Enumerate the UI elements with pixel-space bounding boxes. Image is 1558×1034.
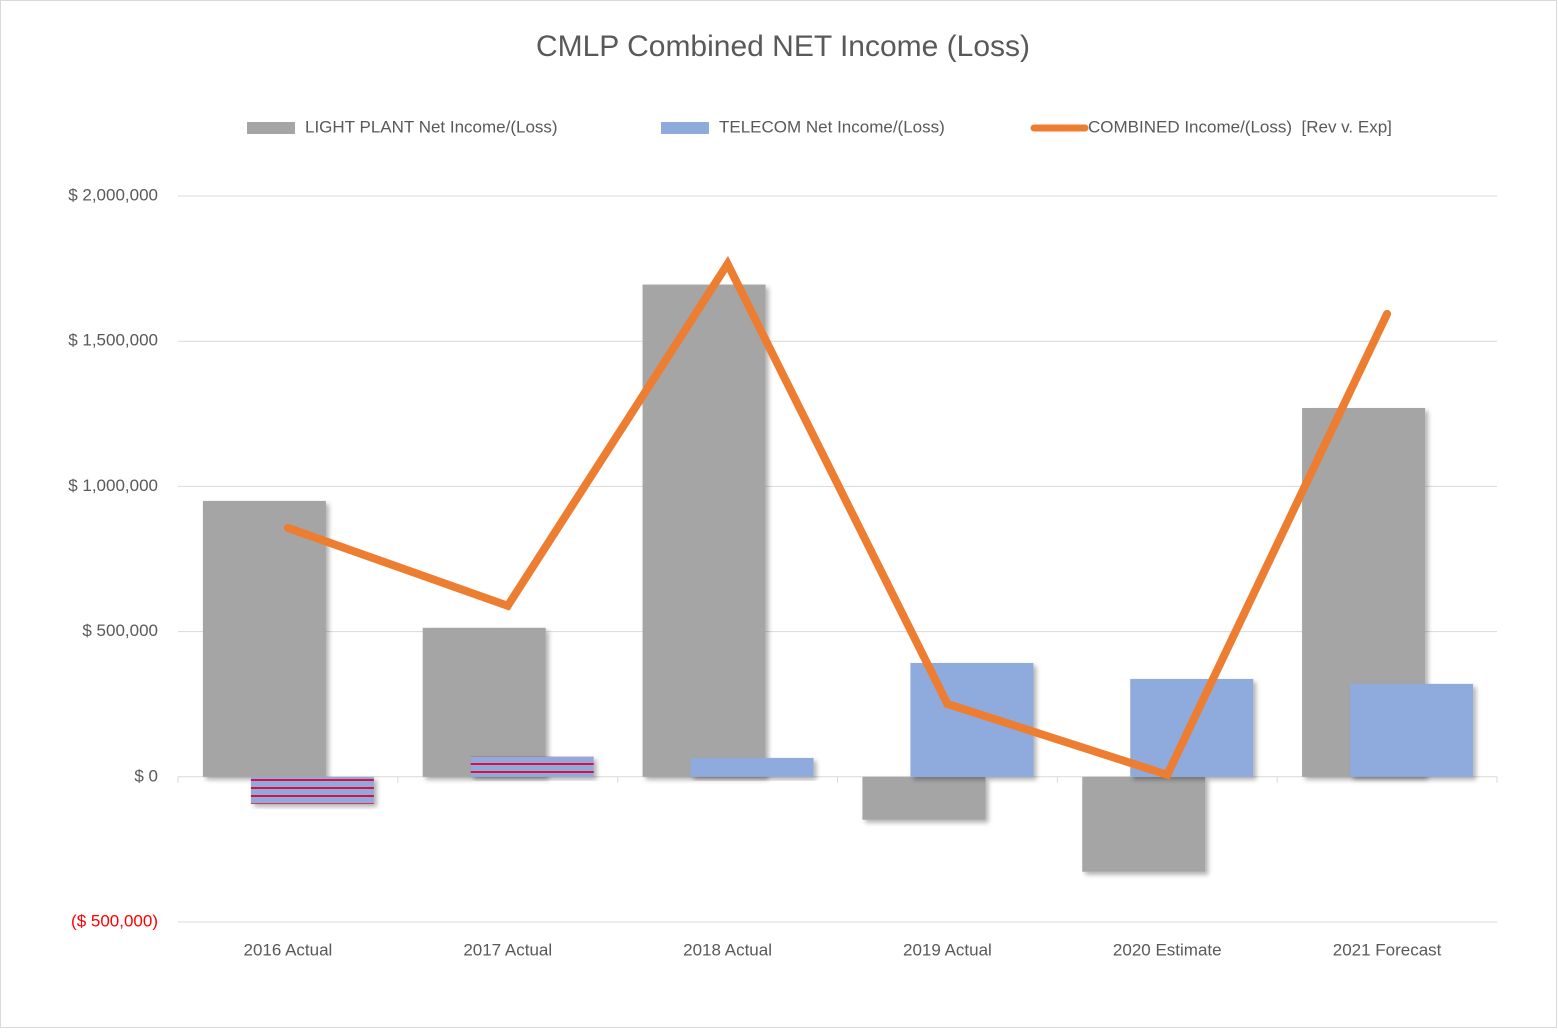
x-tick-label: 2016 Actual — [243, 940, 332, 959]
y-tick-label: $ 1,000,000 — [68, 476, 158, 495]
legend-swatch — [661, 122, 709, 134]
bar — [862, 776, 986, 820]
legend-label: LIGHT PLANT Net Income/(Loss) — [305, 117, 558, 136]
bar — [422, 627, 546, 777]
x-tick-label: 2020 Estimate — [1113, 940, 1222, 959]
x-tick-label: 2021 Forecast — [1333, 940, 1442, 959]
bar — [642, 284, 766, 777]
bar — [1082, 776, 1206, 872]
chart-title: CMLP Combined NET Income (Loss) — [536, 30, 1030, 63]
legend-label: TELECOM Net Income/(Loss) — [719, 117, 945, 136]
bar — [1350, 683, 1474, 777]
bar — [250, 776, 374, 804]
y-tick-label: $ 500,000 — [82, 621, 158, 640]
x-tick-label: 2019 Actual — [903, 940, 992, 959]
bar — [202, 500, 326, 777]
legend-swatch — [247, 122, 295, 134]
line-series — [283, 255, 1392, 780]
legend-label: COMBINED Income/(Loss) [Rev v. Exp] — [1088, 117, 1392, 136]
x-tick-label: 2017 Actual — [463, 940, 552, 959]
bar — [910, 662, 1034, 777]
y-tick-label: $ 1,500,000 — [68, 331, 158, 350]
bar — [470, 756, 594, 777]
y-tick-label: $ 2,000,000 — [68, 185, 158, 204]
y-tick-label: ($ 500,000) — [71, 911, 158, 930]
y-tick-label: $ 0 — [134, 766, 158, 785]
bar — [690, 757, 814, 777]
x-tick-label: 2018 Actual — [683, 940, 772, 959]
